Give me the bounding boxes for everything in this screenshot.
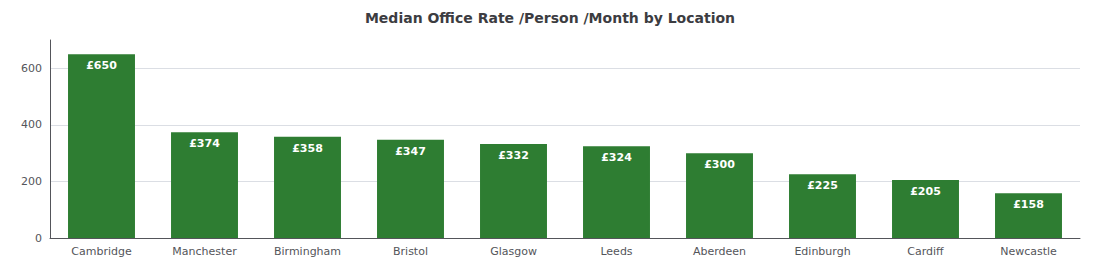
svg-text:600: 600 [21,62,42,75]
svg-text:£300: £300 [704,158,735,171]
svg-text:200: 200 [21,175,42,188]
svg-text:Leeds: Leeds [600,245,632,258]
svg-text:0: 0 [35,232,42,245]
svg-text:Cardiff: Cardiff [907,245,944,258]
svg-text:£332: £332 [498,149,529,162]
svg-text:£225: £225 [807,179,838,192]
svg-text:£324: £324 [601,151,632,164]
svg-text:Birmingham: Birmingham [274,245,341,258]
svg-text:Cambridge: Cambridge [71,245,132,258]
svg-text:Bristol: Bristol [393,245,428,258]
svg-text:Glasgow: Glasgow [490,245,537,258]
svg-text:£374: £374 [189,137,220,150]
svg-text:Edinburgh: Edinburgh [794,245,850,258]
svg-text:£205: £205 [910,185,941,198]
svg-text:Median Office Rate /Person /Mo: Median Office Rate /Person /Month by Loc… [365,10,735,26]
svg-text:Newcastle: Newcastle [1000,245,1057,258]
svg-text:Manchester: Manchester [172,245,237,258]
svg-text:400: 400 [21,118,42,131]
svg-text:£358: £358 [292,142,323,155]
svg-text:£347: £347 [395,145,426,158]
svg-text:£158: £158 [1013,198,1044,211]
svg-text:£650: £650 [86,59,117,72]
svg-text:Aberdeen: Aberdeen [693,245,746,258]
